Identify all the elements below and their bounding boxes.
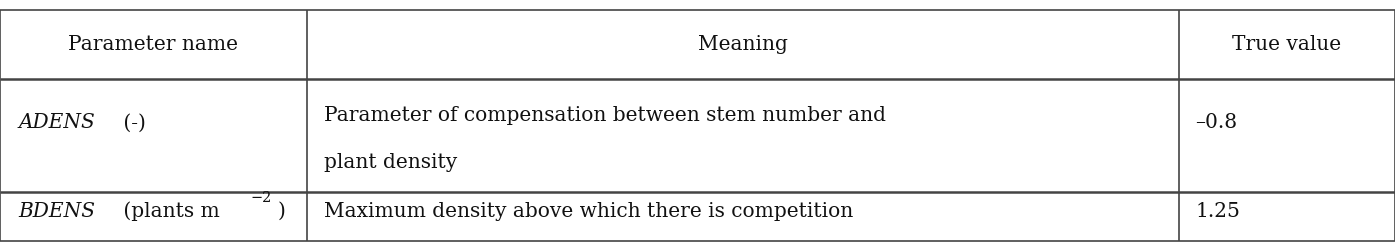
- Text: True value: True value: [1232, 35, 1342, 54]
- Text: Parameter name: Parameter name: [68, 35, 239, 54]
- Text: BDENS: BDENS: [18, 202, 95, 221]
- Text: ): ): [278, 202, 286, 221]
- Text: (-): (-): [117, 113, 146, 133]
- Text: 1.25: 1.25: [1196, 202, 1240, 221]
- Text: Parameter of compensation between stem number and: Parameter of compensation between stem n…: [324, 106, 886, 125]
- Text: −2: −2: [250, 191, 271, 205]
- Text: (plants m: (plants m: [117, 202, 220, 221]
- Text: Maximum density above which there is competition: Maximum density above which there is com…: [324, 202, 852, 221]
- Text: –0.8: –0.8: [1196, 113, 1237, 133]
- Text: Meaning: Meaning: [698, 35, 788, 54]
- Text: ADENS: ADENS: [18, 113, 95, 133]
- Text: plant density: plant density: [324, 153, 458, 172]
